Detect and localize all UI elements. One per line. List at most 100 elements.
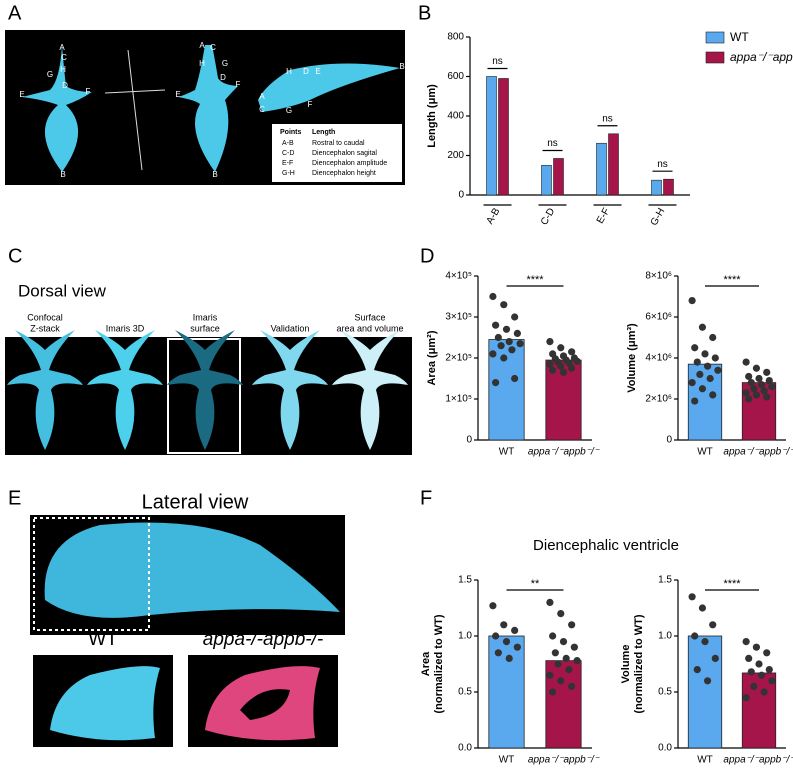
data-point bbox=[688, 593, 696, 601]
data-point bbox=[511, 374, 519, 383]
y-axis-label: (normalized to WT) bbox=[433, 614, 445, 713]
data-point bbox=[502, 638, 511, 646]
data-point bbox=[709, 333, 717, 342]
data-point bbox=[551, 649, 559, 657]
bar bbox=[486, 76, 497, 196]
data-point bbox=[502, 325, 511, 333]
annotation: ns bbox=[657, 159, 668, 170]
data-point bbox=[763, 368, 771, 376]
data-point bbox=[557, 344, 565, 352]
data-point bbox=[693, 358, 701, 366]
y-tick-label: 0.0 bbox=[458, 743, 472, 754]
bar bbox=[553, 158, 564, 196]
point-label: A bbox=[199, 41, 205, 50]
x-tick-label: WT bbox=[499, 755, 515, 766]
point-label: F bbox=[236, 80, 241, 89]
data-point bbox=[752, 391, 761, 399]
data-point bbox=[511, 626, 519, 635]
table-cell: E-F bbox=[282, 160, 293, 167]
y-tick-label: 0.0 bbox=[658, 743, 672, 754]
ventricle-shapes bbox=[22, 45, 400, 172]
column-label: Imaris bbox=[193, 312, 218, 322]
data-point bbox=[500, 621, 508, 629]
point-label: C bbox=[61, 53, 67, 62]
point-label: H bbox=[286, 67, 292, 76]
data-point bbox=[557, 677, 565, 685]
point-label: F bbox=[86, 87, 91, 96]
bar bbox=[596, 142, 607, 196]
point-label: E bbox=[175, 90, 180, 99]
column-label: Validation bbox=[271, 323, 310, 333]
table-cell: Diencephalon height bbox=[312, 170, 376, 177]
point-label: D bbox=[62, 81, 68, 90]
bar bbox=[608, 133, 619, 196]
data-point bbox=[573, 357, 581, 365]
data-point bbox=[742, 694, 750, 702]
y-tick-label: 2×10⁵ bbox=[445, 353, 472, 364]
data-point bbox=[500, 354, 508, 362]
y-tick-label: 3×10⁵ bbox=[445, 312, 472, 323]
table-cell: Diencephalon sagital bbox=[312, 150, 377, 157]
data-point bbox=[703, 362, 712, 370]
data-point bbox=[505, 338, 513, 346]
data-point bbox=[554, 660, 562, 668]
bar bbox=[541, 165, 552, 196]
data-point bbox=[688, 379, 696, 387]
data-point bbox=[511, 313, 519, 321]
data-point bbox=[711, 354, 719, 362]
x-tick-label: appa⁻/⁻appb⁻/⁻ bbox=[528, 447, 600, 458]
column-label: Confocal bbox=[27, 312, 63, 322]
data-point bbox=[765, 666, 773, 674]
point-label: E bbox=[19, 90, 24, 99]
data-point bbox=[693, 666, 701, 674]
panel-letter: A bbox=[8, 2, 22, 24]
data-point bbox=[546, 671, 554, 679]
wt-shape bbox=[50, 666, 160, 741]
y-tick-label: 0 bbox=[666, 435, 672, 446]
y-tick-label: 0 bbox=[458, 190, 464, 201]
data-point bbox=[568, 621, 576, 629]
data-point bbox=[565, 359, 573, 367]
highlight-frame bbox=[167, 338, 241, 454]
data-point bbox=[752, 643, 761, 651]
x-tick-label: WT bbox=[697, 447, 713, 458]
data-point bbox=[768, 677, 776, 685]
data-point bbox=[745, 654, 753, 663]
panel-letter: D bbox=[420, 245, 434, 267]
table-cell: Diencephalon amplitude bbox=[312, 160, 387, 167]
y-tick-label: 1.5 bbox=[458, 575, 472, 586]
data-point bbox=[698, 604, 707, 612]
image-label: appa-/-appb-/- bbox=[203, 629, 323, 650]
bar bbox=[663, 178, 674, 196]
point-label: E bbox=[315, 67, 320, 76]
annotation: **** bbox=[723, 578, 741, 590]
lateral-shape bbox=[44, 522, 340, 618]
legend-label: WT bbox=[730, 30, 749, 44]
axes-sketch bbox=[104, 49, 166, 171]
data-point bbox=[546, 360, 554, 368]
point-label: B bbox=[399, 62, 404, 71]
data-point bbox=[706, 374, 714, 383]
image-label: WT bbox=[88, 629, 118, 650]
panel-letter: B bbox=[418, 2, 431, 24]
annotation: ns bbox=[602, 113, 613, 124]
data-point bbox=[688, 297, 696, 305]
bar bbox=[651, 179, 662, 196]
data-point bbox=[557, 362, 565, 370]
bar bbox=[498, 78, 509, 196]
data-point bbox=[489, 602, 497, 610]
panel-title: Diencephalic ventricle bbox=[533, 537, 679, 554]
data-point bbox=[742, 638, 750, 646]
data-point bbox=[711, 654, 719, 663]
x-tick-label: A-B bbox=[485, 206, 503, 226]
table-cell: A-B bbox=[282, 140, 294, 147]
data-point bbox=[559, 638, 568, 646]
data-point bbox=[492, 379, 500, 387]
y-axis-label: Area bbox=[420, 651, 432, 676]
data-point bbox=[750, 682, 758, 691]
y-tick-label: 1.0 bbox=[658, 631, 672, 642]
data-point bbox=[691, 632, 699, 640]
data-point bbox=[505, 654, 513, 663]
point-label: H bbox=[60, 65, 66, 74]
